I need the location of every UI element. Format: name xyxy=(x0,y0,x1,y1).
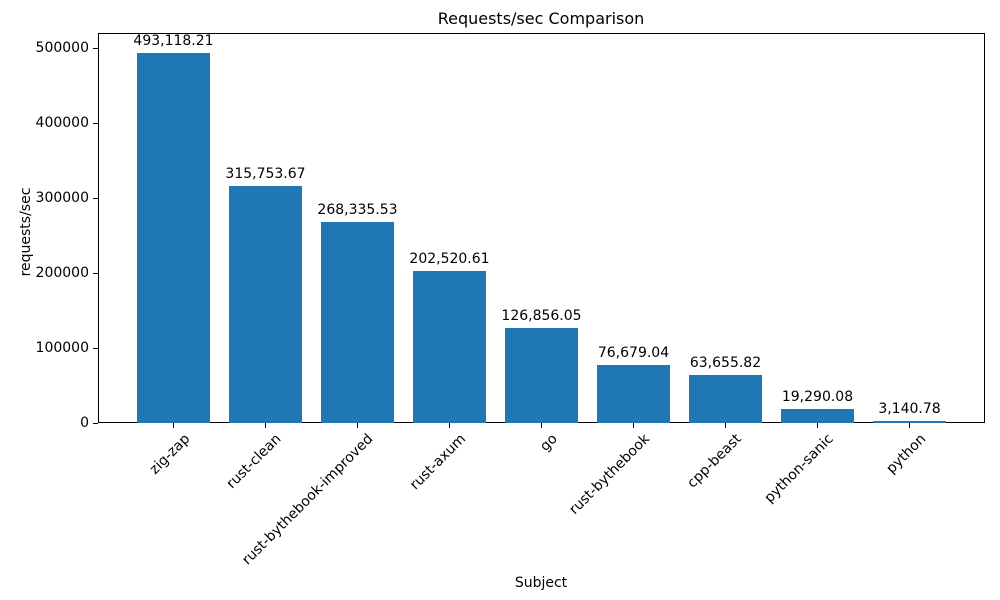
chart-title: Requests/sec Comparison xyxy=(437,9,645,28)
bar xyxy=(780,408,855,423)
x-tick xyxy=(909,423,910,428)
x-tick-label: rust-axum xyxy=(406,431,469,494)
bar xyxy=(412,271,487,423)
bar xyxy=(136,53,211,423)
bar xyxy=(504,327,579,423)
x-tick xyxy=(817,423,818,428)
x-tick-label: python xyxy=(882,431,929,477)
bar xyxy=(872,420,947,423)
y-tick-label: 500000 xyxy=(35,39,89,56)
bar xyxy=(596,365,671,423)
x-tick-label: go xyxy=(537,431,561,455)
x-tick-label: rust-clean xyxy=(223,431,285,492)
y-tick-label: 0 xyxy=(80,414,89,431)
x-axis-label: Subject xyxy=(514,575,568,591)
x-tick-label: cpp-beast xyxy=(684,431,745,492)
bar-value-label: 3,140.78 xyxy=(878,400,941,417)
x-tick xyxy=(173,423,174,428)
x-tick xyxy=(265,423,266,428)
bar-value-label: 76,679.04 xyxy=(597,345,670,362)
y-tick xyxy=(93,47,98,49)
bar xyxy=(228,186,303,423)
bar-value-label: 19,290.08 xyxy=(781,388,854,405)
bar xyxy=(688,375,763,423)
x-tick-label: rust-bythebook xyxy=(566,431,653,518)
bar-value-label: 202,520.61 xyxy=(409,251,490,268)
y-tick-label: 400000 xyxy=(35,114,89,131)
y-tick xyxy=(93,272,98,274)
x-tick xyxy=(725,423,726,428)
x-tick xyxy=(541,423,542,428)
y-tick xyxy=(93,422,98,424)
y-tick xyxy=(93,122,98,124)
y-tick xyxy=(93,347,98,349)
y-tick-label: 300000 xyxy=(35,189,89,206)
bar-value-label: 126,856.05 xyxy=(501,307,582,324)
x-tick xyxy=(357,423,358,428)
bar xyxy=(320,221,395,423)
y-tick-label: 200000 xyxy=(35,264,89,281)
x-tick-label: python-sanic xyxy=(761,431,837,507)
bar-value-label: 268,335.53 xyxy=(317,201,398,218)
y-tick xyxy=(93,197,98,199)
x-tick xyxy=(633,423,634,428)
bar-value-label: 315,753.67 xyxy=(225,166,306,183)
x-tick-label: zig-zap xyxy=(146,431,193,478)
y-axis-label: requests/sec xyxy=(18,187,34,277)
bar-value-label: 493,118.21 xyxy=(133,33,214,50)
bar-value-label: 63,655.82 xyxy=(689,355,762,372)
y-tick-label: 100000 xyxy=(35,339,89,356)
x-tick xyxy=(449,423,450,428)
